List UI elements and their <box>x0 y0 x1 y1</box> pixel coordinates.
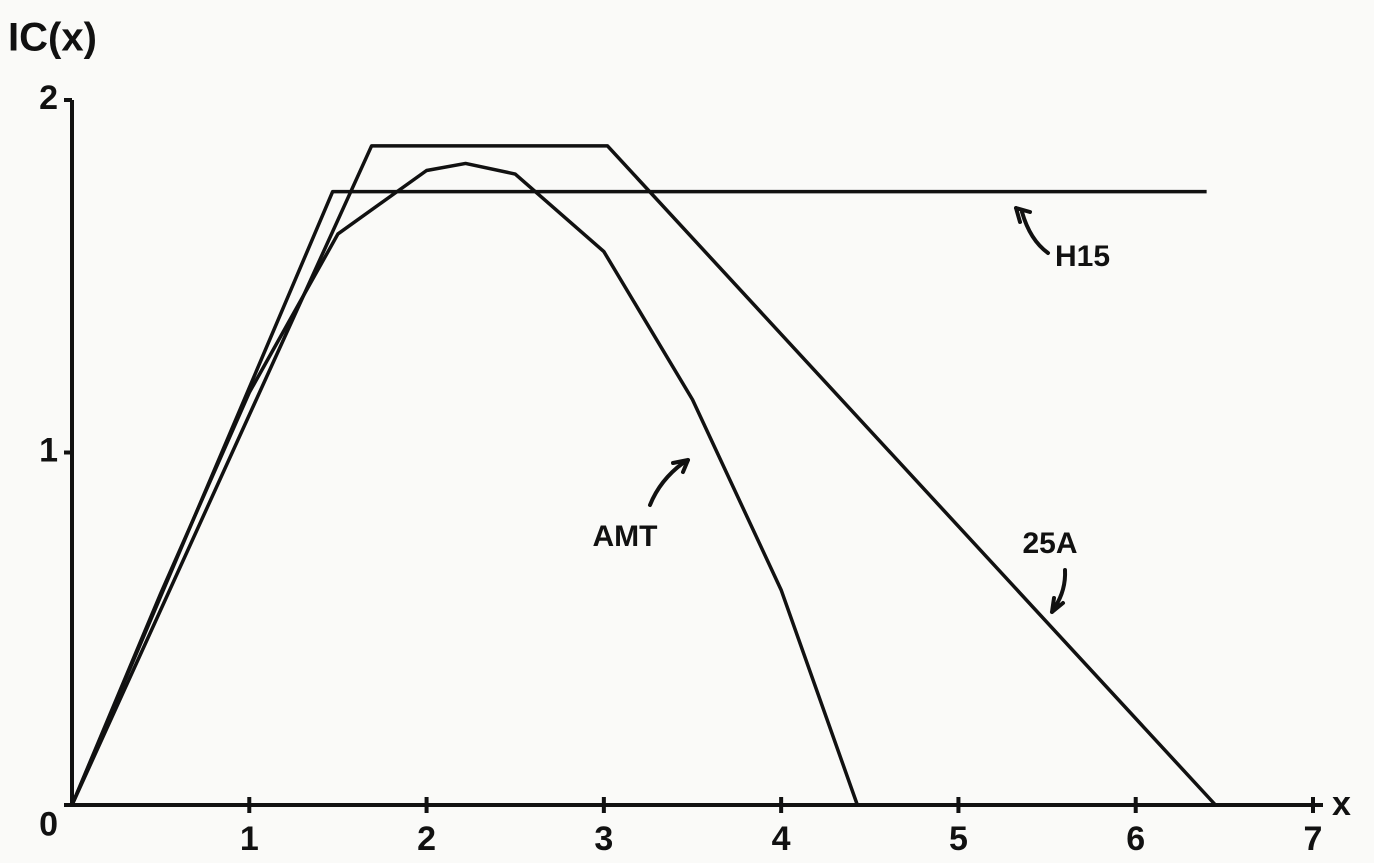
x-axis-label: x <box>1332 785 1351 823</box>
x-tick-label: 2 <box>417 820 436 858</box>
series-line <box>70 189 1207 806</box>
series-line <box>70 144 1217 807</box>
series-label: AMT <box>593 520 658 553</box>
series-line <box>70 161 860 806</box>
x-tick-label: 3 <box>594 820 613 858</box>
x-tick-label: 1 <box>240 820 259 858</box>
y-tick-label: 0 <box>39 806 58 844</box>
y-tick-label: 1 <box>39 431 58 469</box>
x-tick-label: 5 <box>949 820 968 858</box>
y-axis-label: IC(x) <box>8 16 97 60</box>
label-arrow <box>1050 568 1068 614</box>
series-label: 25A <box>1022 527 1077 560</box>
x-tick-label: 6 <box>1126 820 1145 858</box>
series-label: H15 <box>1055 240 1110 273</box>
y-tick-label: 2 <box>39 79 58 117</box>
x-tick-label: 4 <box>772 820 791 858</box>
label-arrow <box>1014 206 1050 255</box>
x-tick-label: 7 <box>1304 820 1323 858</box>
label-arrow <box>648 458 690 507</box>
